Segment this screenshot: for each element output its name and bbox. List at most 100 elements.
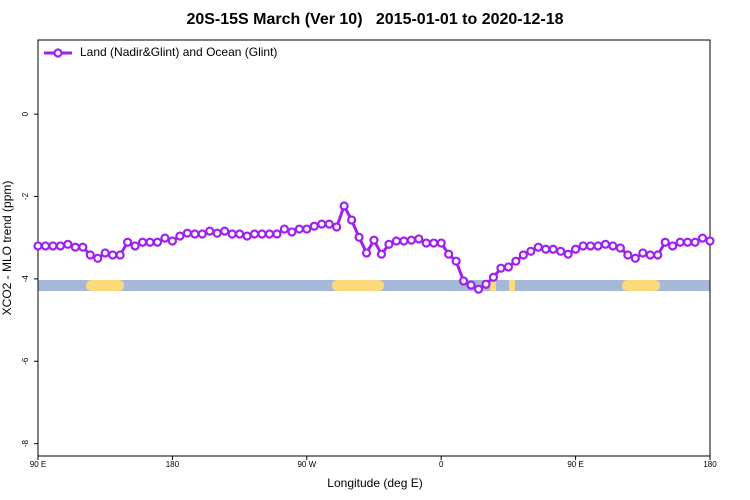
data-point [108,250,118,260]
data-point [585,241,596,251]
y-axis-label: XCO2 - MLO trend (ppm) [0,181,14,316]
plot: 0 -2 -4 -6 -8 90 E 180 90 W 0 90 E 180 Land (Nadir&… [21,45,717,469]
data-point [160,233,170,243]
data-point [660,237,670,247]
data-point [48,241,58,251]
data-point [220,226,230,236]
data-point [40,241,51,251]
data-point [473,284,484,294]
data-point [167,236,177,246]
data-point [481,279,491,289]
data-point [70,242,80,252]
data-point [369,235,379,245]
data-point [570,244,581,254]
data-point [556,246,566,256]
data-point [593,241,603,251]
data-point [653,250,663,260]
y-tick-label: -6 [21,357,30,365]
data-point [249,229,260,239]
data-point [63,239,73,249]
data-point [645,250,655,260]
data-point [122,237,133,247]
data-point [406,235,416,245]
data-point [682,237,693,247]
surface-band [38,280,710,291]
data-point [85,250,95,260]
data-point [615,243,626,253]
data-point [518,250,528,260]
land-band [86,280,124,291]
data-point [302,224,312,234]
y-tick-label: -2 [21,192,30,200]
y-tick-label: -4 [21,275,30,283]
data-point [705,236,715,246]
data-point [548,244,558,254]
data-point [93,253,103,263]
data-point [361,248,372,258]
data-point [526,246,536,256]
y-tick-label: -8 [21,440,30,448]
x-axis-label: Longitude (deg E) [327,476,422,490]
data-point [503,262,513,272]
data-point [339,201,349,211]
data-point [324,219,334,229]
data-point [541,244,551,254]
data-point [347,215,357,225]
data-point [421,238,431,248]
data-point [309,221,319,231]
land-band [622,280,660,291]
data-point [630,253,640,263]
data-point [100,248,110,258]
data-point [212,228,222,238]
data-point [608,241,618,251]
x-tick-label: 90 W [297,460,316,469]
x-tick-label: 0 [439,460,444,469]
data-point [675,237,685,247]
data-point [257,229,267,239]
data-point [376,249,387,259]
data-point [78,242,88,252]
data-point [414,234,424,244]
data-point [190,229,200,239]
data-point [354,232,364,242]
land-band [332,280,384,291]
data-point [451,256,461,266]
data-point [623,250,633,260]
x-tick-label: 90 E [30,460,46,469]
data-point [459,276,469,286]
data-point [384,239,394,249]
data-point [182,228,192,238]
data-point [690,237,700,247]
legend-label: Land (Nadir&Glint) and Ocean (Glint) [80,45,277,59]
data-point [197,229,207,239]
data-point [264,229,275,239]
data-point [33,241,43,251]
data-point [294,224,304,234]
x-tick-label: 90 E [567,460,583,469]
data-point [317,219,327,229]
data-point [697,233,708,243]
data-point [436,238,446,248]
data-point [130,241,140,251]
data-point [152,237,163,247]
data-point [115,250,125,260]
y-tick-label: 0 [21,111,30,116]
data-point [563,249,573,259]
data-point [332,222,342,232]
data-point [205,226,215,236]
data-point [638,248,648,258]
data-point [444,249,454,259]
x-tick-label: 180 [703,460,717,469]
data-point [175,231,185,241]
data-point [600,239,611,249]
data-point [578,241,588,251]
data-point [235,229,245,239]
data-point [496,263,506,273]
data-point [488,272,499,282]
data-point [242,231,252,241]
land-band [490,280,496,291]
data-point [227,229,237,239]
land-band [509,280,515,291]
data-point [466,280,476,290]
